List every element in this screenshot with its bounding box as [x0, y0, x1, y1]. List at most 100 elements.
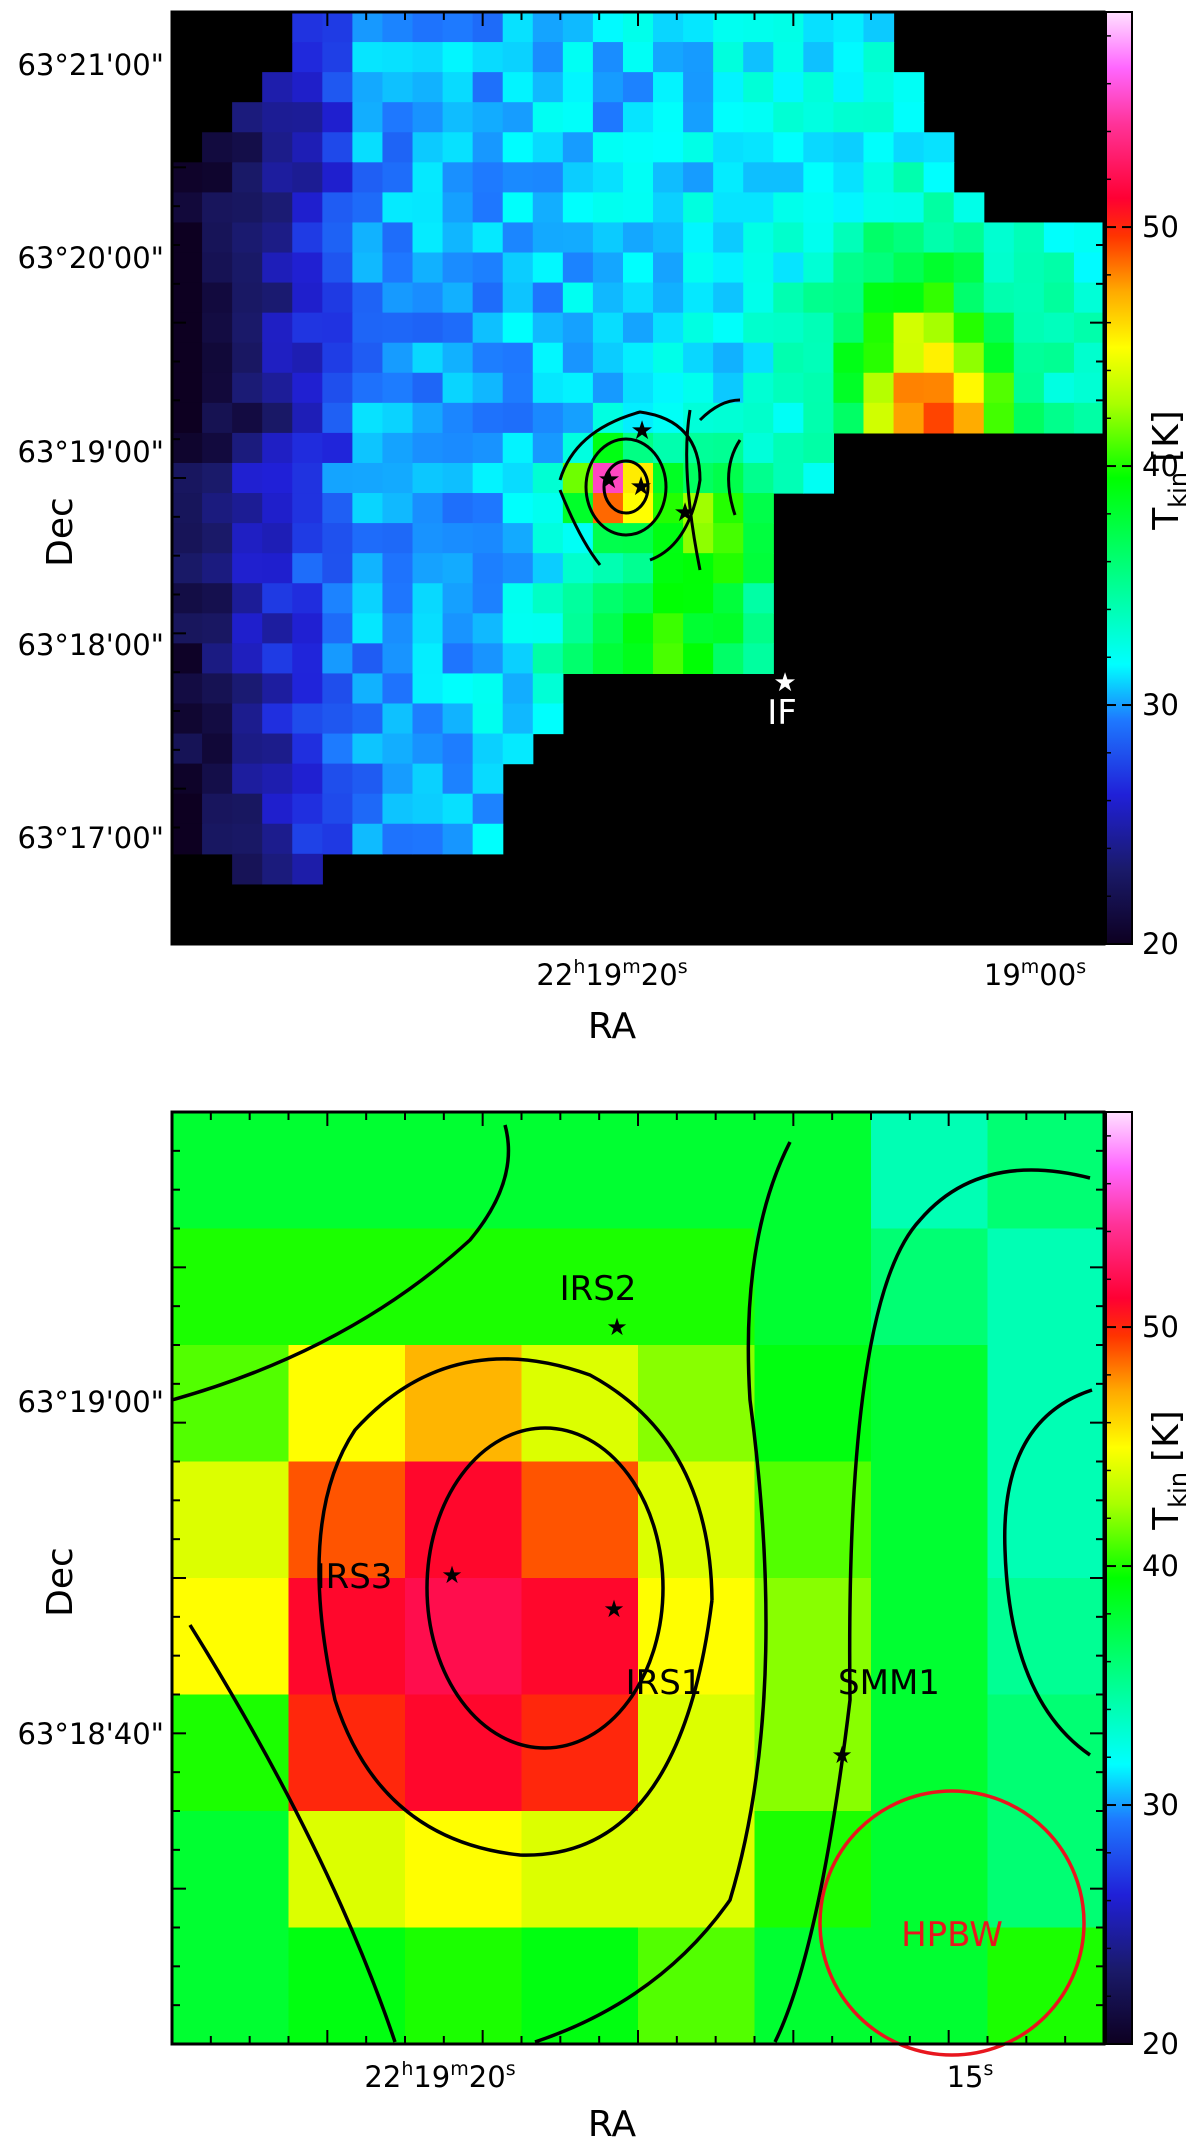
- top-heat-cell: [653, 102, 684, 133]
- top-star-irs2: ★: [630, 416, 653, 446]
- top-heat-cell: [322, 793, 353, 825]
- bottom-heat-cell: [987, 1345, 1104, 1463]
- top-heat-cell: [773, 72, 804, 103]
- top-heat-cell: [653, 643, 684, 675]
- top-heat-cell: [322, 523, 353, 554]
- top-heat-cell: [893, 342, 925, 374]
- top-heat-cell: [803, 42, 835, 73]
- bottom-heat-cell: [521, 1811, 639, 1929]
- top-heat-cell: [953, 402, 985, 434]
- top-heat-cell: [562, 72, 594, 103]
- top-heat-cell: [983, 372, 1015, 404]
- top-heat-cell: [773, 402, 804, 434]
- top-heat-cell: [262, 132, 293, 163]
- bottom-heat-cell: [987, 1927, 1104, 2044]
- top-heat-cell: [683, 12, 714, 43]
- top-heat-cell: [442, 462, 474, 494]
- top-heat-cell: [172, 703, 203, 735]
- top-heat-cell: [292, 553, 323, 584]
- colorbar-tick-label: 40: [1142, 449, 1179, 483]
- top-star-smm1: ★: [673, 498, 696, 528]
- top-heat-cell: [262, 823, 293, 855]
- top-heat-cell: [923, 282, 955, 314]
- colorbar-tick-label: 20: [1142, 927, 1179, 961]
- top-heat-cell: [562, 42, 594, 73]
- top-heat-cell: [562, 553, 594, 584]
- top-y-tick-label: 63°21'00": [17, 48, 164, 82]
- top-heat-cell: [653, 162, 684, 193]
- top-heat-cell: [893, 402, 925, 434]
- top-heat-cell: [412, 553, 444, 584]
- top-heat-cell: [232, 312, 263, 344]
- top-heat-cell: [292, 162, 323, 193]
- top-heat-cell: [352, 12, 384, 43]
- top-heat-cell: [923, 222, 955, 254]
- top-heat-cell: [502, 493, 534, 524]
- top-heat-cell: [1073, 222, 1104, 254]
- top-heat-cell: [382, 583, 414, 614]
- top-heat-cell: [803, 222, 835, 254]
- top-heat-cell: [232, 763, 263, 795]
- top-heat-cell: [292, 733, 323, 765]
- bottom-heat-cell: [871, 1461, 989, 1579]
- bottom-heat-cell: [172, 1694, 290, 1812]
- top-heat-cell: [532, 372, 564, 404]
- top-heat-cell: [172, 192, 203, 224]
- top-heat-cell: [532, 162, 564, 193]
- top-heat-cell: [202, 342, 233, 374]
- top-heat-cell: [232, 432, 263, 464]
- top-heat-cell: [472, 162, 504, 193]
- bottom-stars: ★ ★ ★ ★: [441, 1313, 853, 1769]
- top-heat-cell: [262, 282, 293, 314]
- top-heat-cell: [803, 312, 835, 344]
- bottom-label-irs2: IRS2: [560, 1269, 637, 1309]
- top-heat-cell: [953, 342, 985, 374]
- top-heat-cell: [773, 282, 804, 314]
- top-heat-cell: [472, 282, 504, 314]
- top-heat-cell: [472, 823, 504, 855]
- top-panel: ★ ★ ★ ★ ★ IF 20 30 40 50 Tkin[K] 63°21'00" …: [17, 10, 1192, 1047]
- top-heat-cell: [322, 462, 353, 494]
- top-heat-cell: [683, 523, 714, 554]
- top-heat-cell: [773, 372, 804, 404]
- top-heat-cell: [502, 222, 534, 254]
- top-heat-cell: [412, 432, 444, 464]
- top-heat-cell: [322, 42, 353, 73]
- top-heat-cell: [352, 523, 384, 554]
- top-star-irs1: ★: [629, 472, 652, 502]
- top-heat-cell: [262, 402, 293, 434]
- bottom-heat-cell: [405, 1811, 523, 1929]
- bottom-heat-cell: [288, 1228, 406, 1346]
- top-heat-cell: [262, 72, 293, 103]
- top-heat-cell: [622, 42, 654, 73]
- top-heat-cell: [622, 342, 654, 374]
- top-heat-cell: [833, 102, 865, 133]
- top-colorbar-frame: [1105, 11, 1133, 945]
- bottom-heat-cell: [405, 1927, 523, 2044]
- top-heat-cell: [592, 12, 624, 43]
- top-heat-cell: [562, 252, 594, 284]
- top-heat-cell: [562, 132, 594, 163]
- top-heat-cell: [262, 553, 293, 584]
- top-heat-cell: [502, 42, 534, 73]
- top-heat-cell: [442, 613, 474, 644]
- top-heat-cell: [472, 42, 504, 73]
- top-heat-cell: [893, 372, 925, 404]
- top-heat-cell: [202, 462, 233, 494]
- top-heat-cell: [382, 462, 414, 494]
- bottom-heat-cell: [638, 1461, 756, 1579]
- top-contour-inner: [602, 459, 650, 515]
- top-heat-cell: [292, 72, 323, 103]
- top-heat-cell: [382, 523, 414, 554]
- top-heat-cell: [172, 282, 203, 314]
- top-heat-cell: [923, 372, 955, 404]
- top-heat-cell: [923, 192, 955, 224]
- top-heat-cell: [202, 823, 233, 855]
- top-heat-cell: [592, 222, 624, 254]
- top-heat-cell: [713, 493, 744, 524]
- top-heat-cell: [352, 793, 384, 825]
- top-heat-cell: [382, 673, 414, 705]
- top-heat-cell: [562, 102, 594, 133]
- bottom-heat-cell: [987, 1578, 1104, 1696]
- bottom-label-smm1: SMM1: [838, 1663, 940, 1703]
